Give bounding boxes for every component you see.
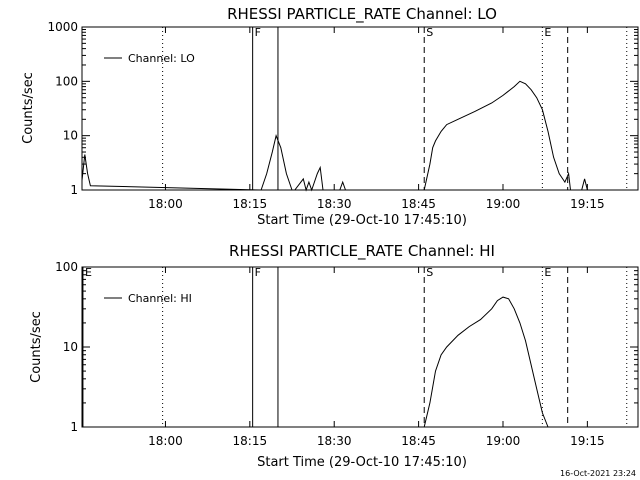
chart-hi-y-tick-label: 10: [63, 340, 78, 354]
chart-lo-x-tick-label: 18:30: [317, 197, 352, 211]
chart-lo-marker-label: S: [426, 26, 433, 39]
chart-lo-marker-label: F: [255, 26, 261, 39]
chart-hi-title: RHESSI PARTICLE_RATE Channel: HI: [229, 242, 495, 261]
chart-lo-y-tick-label: 10: [63, 129, 78, 143]
chart-lo-legend: Channel: LO: [104, 52, 195, 65]
chart-hi-legend-label: Channel: HI: [128, 292, 192, 305]
chart-lo-marker-label: E: [544, 26, 551, 39]
chart-hi-marker-label: F: [255, 266, 261, 279]
chart-lo-x-tick-label: 18:45: [401, 197, 436, 211]
chart-lo-x-tick-label: 19:00: [486, 197, 521, 211]
chart-lo-x-tick-label: 18:15: [233, 197, 268, 211]
chart-lo-x-tick-label: 18:00: [148, 197, 183, 211]
chart-hi-panel: RHESSI PARTICLE_RATE Channel: HI Counts/…: [29, 242, 639, 470]
chart-hi-y-tick-label: 100: [55, 260, 78, 274]
chart-lo-legend-label: Channel: LO: [128, 52, 195, 65]
chart-lo-series-line: [81, 80, 588, 192]
chart-lo-x-axis-label: Start Time (29-Oct-10 17:45:10): [257, 213, 467, 228]
chart-hi-y-tick-label: 1: [70, 420, 78, 434]
chart-hi-legend: Channel: HI: [104, 292, 192, 305]
chart-hi-x-tick-label: 18:15: [233, 434, 268, 448]
chart-hi-x-tick-label: 19:15: [570, 434, 605, 448]
chart-lo-panel: RHESSI PARTICLE_RATE Channel: LO Counts/…: [21, 5, 639, 228]
chart-hi-x-axis-label: Start Time (29-Oct-10 17:45:10): [257, 455, 467, 470]
chart-hi-x-tick-label: 18:45: [401, 434, 436, 448]
chart-lo-y-tick-label: 1000: [47, 20, 78, 34]
chart-hi-series-line: [423, 296, 549, 428]
chart-hi-marker-label: E: [85, 266, 92, 279]
chart-hi-marker-label: E: [544, 266, 551, 279]
chart-hi-marker-label: S: [426, 266, 433, 279]
chart-hi-plot-frame: [81, 266, 639, 428]
chart-lo-y-tick-label: 100: [55, 74, 78, 88]
chart-lo-x-tick-label: 19:15: [570, 197, 605, 211]
chart-lo-title: RHESSI PARTICLE_RATE Channel: LO: [227, 5, 497, 24]
chart-hi-y-axis-label: Counts/sec: [29, 311, 44, 383]
chart-hi-x-tick-label: 18:30: [317, 434, 352, 448]
chart-hi-x-tick-label: 19:00: [486, 434, 521, 448]
chart-lo-y-axis-label: Counts/sec: [21, 72, 36, 144]
chart-hi-x-tick-label: 18:00: [148, 434, 183, 448]
footer-timestamp: 16-Oct-2021 23:24: [560, 469, 636, 478]
chart-lo-y-tick-label: 1: [70, 183, 78, 197]
